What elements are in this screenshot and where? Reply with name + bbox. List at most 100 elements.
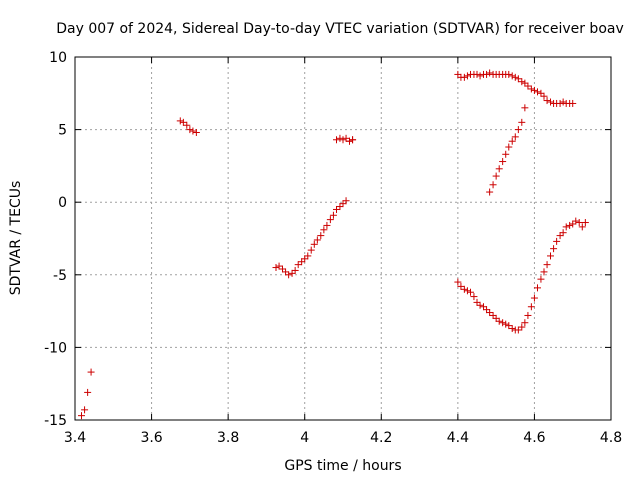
data-point [466,288,474,296]
data-point [336,203,344,211]
data-point [505,70,513,78]
data-point [495,165,503,173]
y-tick-label: 5 [58,123,67,139]
data-point [349,136,357,144]
data-point [463,72,471,80]
data-point [282,268,290,276]
data-point [492,172,500,180]
data-point [486,309,494,317]
data-point [562,223,570,231]
data-point [326,216,334,224]
data-point [275,262,283,270]
data-point [470,293,478,301]
data-point [575,219,583,227]
data-point [486,69,494,77]
x-tick-label: 3.8 [217,430,239,446]
data-point [533,284,541,292]
data-point [540,92,548,100]
data-point [307,246,315,254]
data-point [518,323,526,331]
data-point [521,79,529,87]
data-point [572,217,580,225]
data-point [559,98,567,106]
data-point [518,78,526,86]
data-point [288,269,296,277]
data-point [486,188,494,196]
data-point [473,298,481,306]
data-point [566,221,574,229]
data-point [511,73,519,81]
data-point [317,232,325,240]
data-point [473,70,481,78]
data-point [530,86,538,94]
data-point [495,317,503,325]
data-point [527,85,535,93]
data-point [492,314,500,322]
data-point [547,98,555,106]
data-point [537,89,545,97]
data-point [454,278,462,286]
data-point [272,264,280,272]
data-point [514,126,522,134]
data-point [179,118,187,126]
data-point [81,406,89,414]
data-point [313,236,321,244]
data-point [460,285,468,293]
chart-title: Day 007 of 2024, Sidereal Day-to-day VTE… [56,21,624,37]
grid [74,56,612,421]
x-axis-label: GPS time / hours [284,458,401,474]
data-point [480,303,488,311]
data-point [339,200,347,208]
data-point [301,255,309,263]
y-tick-label: 0 [58,195,67,211]
y-axis-label: SDTVAR / TECUs [8,181,24,296]
data-point [304,252,312,260]
data-point [499,158,507,166]
data-point [87,368,95,376]
x-tick-label: 4.2 [370,430,392,446]
data-point [521,104,529,112]
data-point [543,261,551,269]
data-point [521,319,529,327]
data-point [189,127,197,135]
data-point [505,143,513,151]
data-point [320,226,328,234]
data-point [550,245,558,253]
data-point [476,301,484,309]
data-point [332,136,340,144]
data-points [78,69,589,420]
data-point [556,99,564,107]
data-point [508,325,516,333]
data-point [553,237,561,245]
data-point [176,117,184,125]
data-point [499,319,507,327]
x-tick-label: 3.4 [64,430,86,446]
data-point [502,150,510,158]
data-point [298,258,306,266]
data-point [476,72,484,80]
data-point [569,220,577,228]
data-point [291,266,299,274]
x-axis: 3.4 3.6 3.8 4 4.2 4.4 4.6 4.8 [64,57,622,446]
data-point [537,275,545,283]
data-point [342,197,350,205]
y-axis: -15 -10 -5 0 5 10 [44,50,611,429]
data-point [483,70,491,78]
data-point [578,223,586,231]
y-tick-label: -5 [53,268,67,284]
data-point [460,73,468,81]
data-point [329,211,337,219]
data-point [285,271,293,279]
data-point [527,303,535,311]
data-point [524,311,532,319]
data-point [323,221,331,229]
data-point [508,72,516,80]
data-point [310,240,318,248]
data-point [502,320,510,328]
data-point [183,121,191,129]
data-point [505,322,513,330]
data-point [518,118,526,126]
y-tick-label: -15 [44,413,67,429]
data-point [559,229,567,237]
